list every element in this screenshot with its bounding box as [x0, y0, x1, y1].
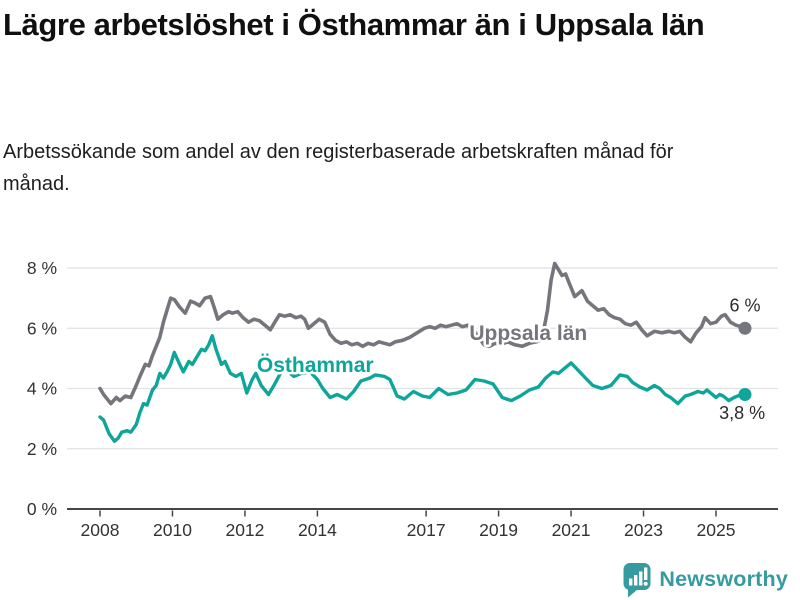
x-tick-label: 2023	[624, 520, 663, 540]
series-end-dot	[738, 388, 752, 402]
series-end-dot	[738, 321, 752, 335]
x-tick-label: 2014	[298, 520, 337, 540]
series-line-osthammar	[98, 334, 747, 443]
y-tick-label: 8 %	[27, 258, 57, 278]
x-tick-label: 2019	[479, 520, 518, 540]
y-tick-label: 0 %	[27, 499, 57, 519]
series-line-uppsala-lan	[98, 261, 747, 406]
x-tick-label: 2010	[153, 520, 192, 540]
series-end-value-label: 3,8 %	[719, 403, 765, 423]
newsworthy-logo-text: Newsworthy	[659, 566, 788, 591]
newsworthy-logo[interactable]: Newsworthy	[622, 560, 788, 598]
x-tick-label: 2017	[407, 520, 446, 540]
series-label: Uppsala län	[469, 322, 587, 345]
x-tick-label: 2012	[225, 520, 264, 540]
x-tick-label: 2021	[552, 520, 591, 540]
page-title: Lägre arbetslöshet i Östhammar än i Upps…	[3, 7, 705, 42]
x-tick-label: 2025	[697, 520, 736, 540]
page-subtitle: Arbetssökande som andel av den registerb…	[3, 141, 674, 195]
y-tick-label: 6 %	[27, 318, 57, 338]
series-end-value-label: 6 %	[729, 296, 760, 316]
x-tick-label: 2008	[81, 520, 120, 540]
series-label: Östhammar	[257, 354, 374, 377]
y-tick-label: 2 %	[27, 439, 57, 459]
y-tick-label: 4 %	[27, 379, 57, 399]
bar-chart-speech-bubble-icon	[623, 563, 651, 598]
